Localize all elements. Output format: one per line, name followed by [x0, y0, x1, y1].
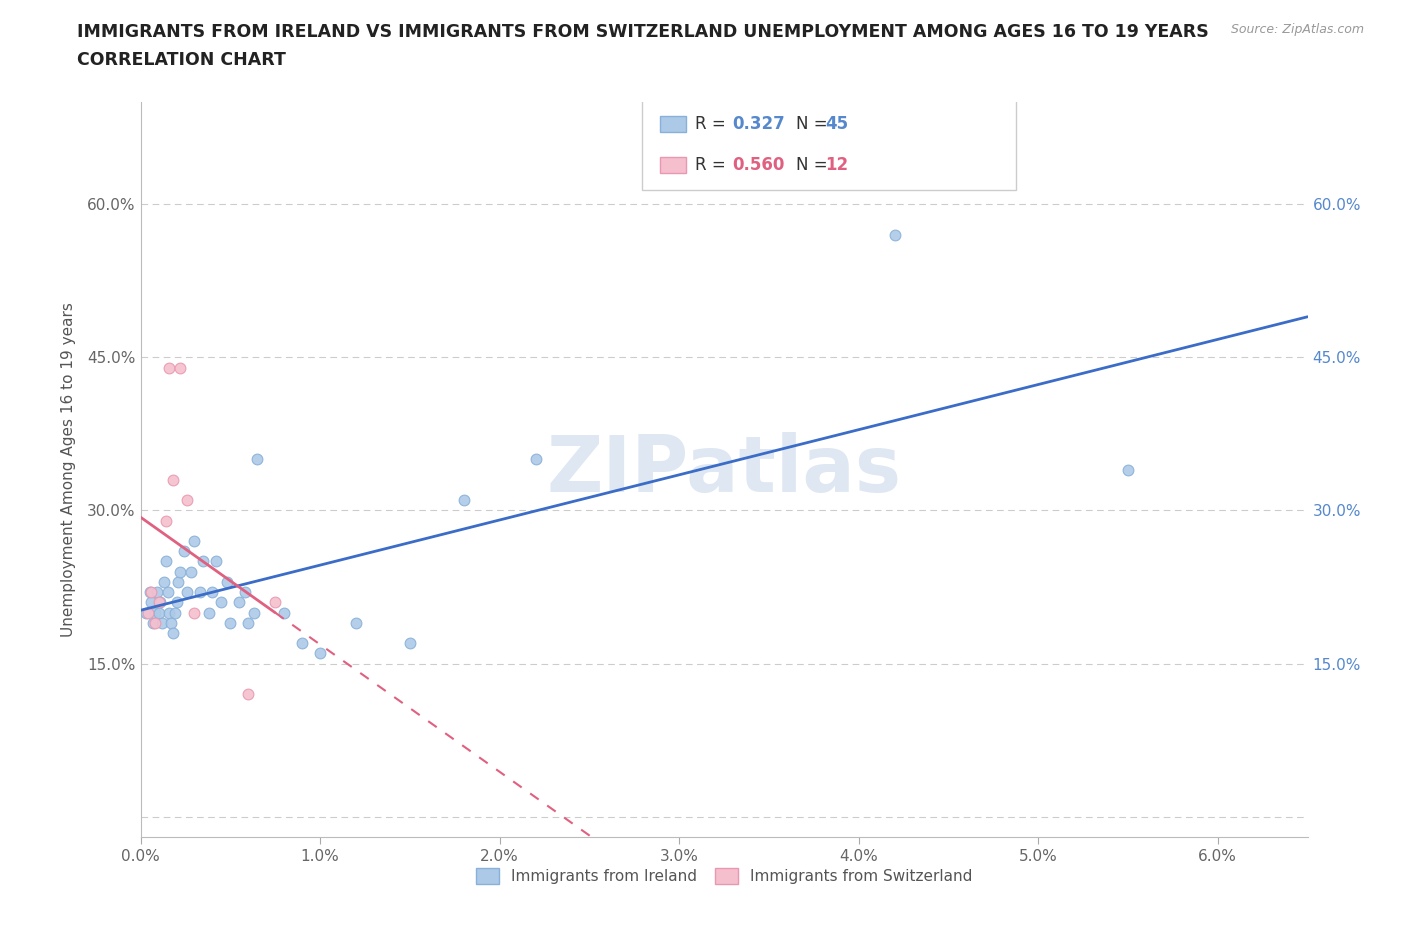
- Point: [169, 565, 191, 579]
- Point: [160, 616, 183, 631]
- Text: ZIPatlas: ZIPatlas: [547, 432, 901, 508]
- Point: [201, 585, 224, 600]
- Point: [149, 595, 172, 610]
- Legend: Immigrants from Ireland, Immigrants from Switzerland: Immigrants from Ireland, Immigrants from…: [468, 860, 980, 892]
- Text: R =: R =: [695, 155, 731, 174]
- Point: [246, 452, 269, 467]
- Point: [150, 616, 173, 631]
- Point: [238, 686, 260, 701]
- Text: 45: 45: [825, 115, 849, 133]
- Text: IMMIGRANTS FROM IRELAND VS IMMIGRANTS FROM SWITZERLAND UNEMPLOYMENT AMONG AGES 1: IMMIGRANTS FROM IRELAND VS IMMIGRANTS FR…: [77, 23, 1209, 41]
- Point: [180, 565, 202, 579]
- Point: [135, 605, 157, 620]
- Point: [156, 585, 179, 600]
- Point: [273, 605, 295, 620]
- Text: Source: ZipAtlas.com: Source: ZipAtlas.com: [1230, 23, 1364, 36]
- Point: [173, 544, 195, 559]
- Point: [148, 595, 170, 610]
- Point: [1116, 462, 1139, 477]
- Point: [143, 605, 166, 620]
- Point: [238, 616, 260, 631]
- Y-axis label: Unemployment Among Ages 16 to 19 years: Unemployment Among Ages 16 to 19 years: [60, 302, 76, 637]
- Point: [344, 616, 367, 631]
- Point: [162, 472, 184, 487]
- Point: [219, 616, 242, 631]
- Point: [188, 585, 211, 600]
- Point: [209, 595, 232, 610]
- Point: [143, 616, 166, 631]
- Point: [155, 554, 177, 569]
- Text: 12: 12: [825, 155, 849, 174]
- Text: 0.327: 0.327: [733, 115, 785, 133]
- Point: [157, 360, 180, 375]
- Point: [264, 595, 287, 610]
- Point: [141, 595, 163, 610]
- Point: [291, 636, 314, 651]
- Text: 0.560: 0.560: [733, 155, 785, 174]
- Point: [215, 575, 238, 590]
- Text: N =: N =: [796, 155, 834, 174]
- Point: [883, 228, 905, 243]
- FancyBboxPatch shape: [643, 91, 1017, 191]
- Point: [136, 605, 159, 620]
- Point: [141, 585, 163, 600]
- Point: [309, 646, 332, 661]
- Point: [183, 605, 205, 620]
- Point: [176, 585, 198, 600]
- Point: [183, 534, 205, 549]
- Point: [145, 585, 167, 600]
- Point: [153, 575, 176, 590]
- Point: [163, 605, 186, 620]
- Text: R =: R =: [695, 115, 731, 133]
- Point: [193, 554, 215, 569]
- Point: [148, 605, 170, 620]
- Point: [242, 605, 264, 620]
- Point: [142, 616, 165, 631]
- Point: [524, 452, 547, 467]
- Point: [157, 605, 180, 620]
- Point: [228, 595, 250, 610]
- Text: CORRELATION CHART: CORRELATION CHART: [77, 51, 287, 69]
- Point: [453, 493, 475, 508]
- Text: N =: N =: [796, 115, 834, 133]
- Point: [166, 595, 188, 610]
- Point: [167, 575, 190, 590]
- Point: [176, 493, 198, 508]
- Point: [169, 360, 191, 375]
- Point: [205, 554, 228, 569]
- Point: [162, 626, 184, 641]
- Point: [155, 513, 177, 528]
- FancyBboxPatch shape: [659, 116, 686, 132]
- FancyBboxPatch shape: [659, 156, 686, 173]
- Point: [138, 585, 160, 600]
- Point: [233, 585, 256, 600]
- Point: [198, 605, 221, 620]
- Point: [399, 636, 422, 651]
